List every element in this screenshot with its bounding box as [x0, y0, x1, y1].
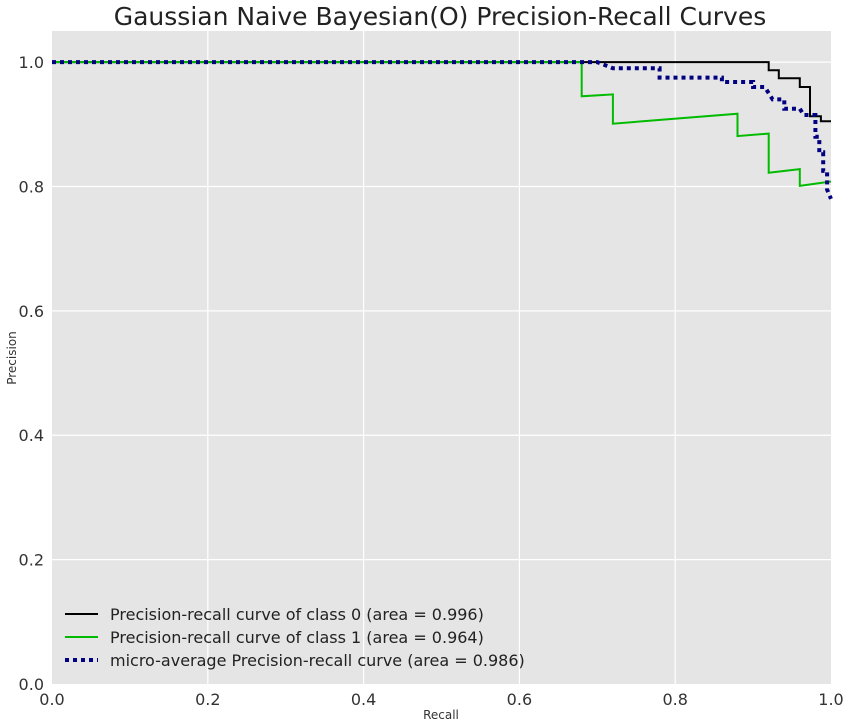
y-tick-label: 0.2 — [19, 551, 44, 570]
series-layer — [52, 60, 833, 200]
legend: Precision-recall curve of class 0 (area … — [65, 605, 525, 670]
x-axis-label: Recall — [423, 708, 459, 722]
y-tick-label: 0.8 — [19, 177, 44, 196]
chart-title: Gaussian Naive Bayesian(O) Precision-Rec… — [114, 2, 767, 31]
legend-label-2: micro-average Precision-recall curve (ar… — [110, 651, 525, 670]
plot-area — [52, 31, 831, 684]
y-tick-label: 0.0 — [19, 675, 44, 694]
series-line-1 — [52, 61, 832, 188]
x-tick-label: 0.0 — [39, 690, 64, 709]
y-tick-label: 0.4 — [19, 426, 44, 445]
x-tick-label: 0.4 — [351, 690, 376, 709]
tick-labels: 0.0 0.2 0.4 0.6 0.8 1.0 0.0 0.2 0.4 0.6 0.8 1.0 — [19, 53, 844, 709]
y-tick-label: 1.0 — [19, 53, 44, 72]
x-tick-label: 0.6 — [507, 690, 532, 709]
y-tick-label: 0.6 — [19, 302, 44, 321]
legend-label-1: Precision-recall curve of class 1 (area … — [110, 628, 484, 647]
series-line-0 — [52, 61, 831, 123]
x-tick-label: 1.0 — [818, 690, 843, 709]
series-line-2 — [52, 60, 833, 200]
x-tick-label: 0.8 — [662, 690, 687, 709]
legend-label-0: Precision-recall curve of class 0 (area … — [110, 605, 484, 624]
y-axis-label: Precision — [5, 331, 19, 385]
x-tick-label: 0.2 — [195, 690, 220, 709]
